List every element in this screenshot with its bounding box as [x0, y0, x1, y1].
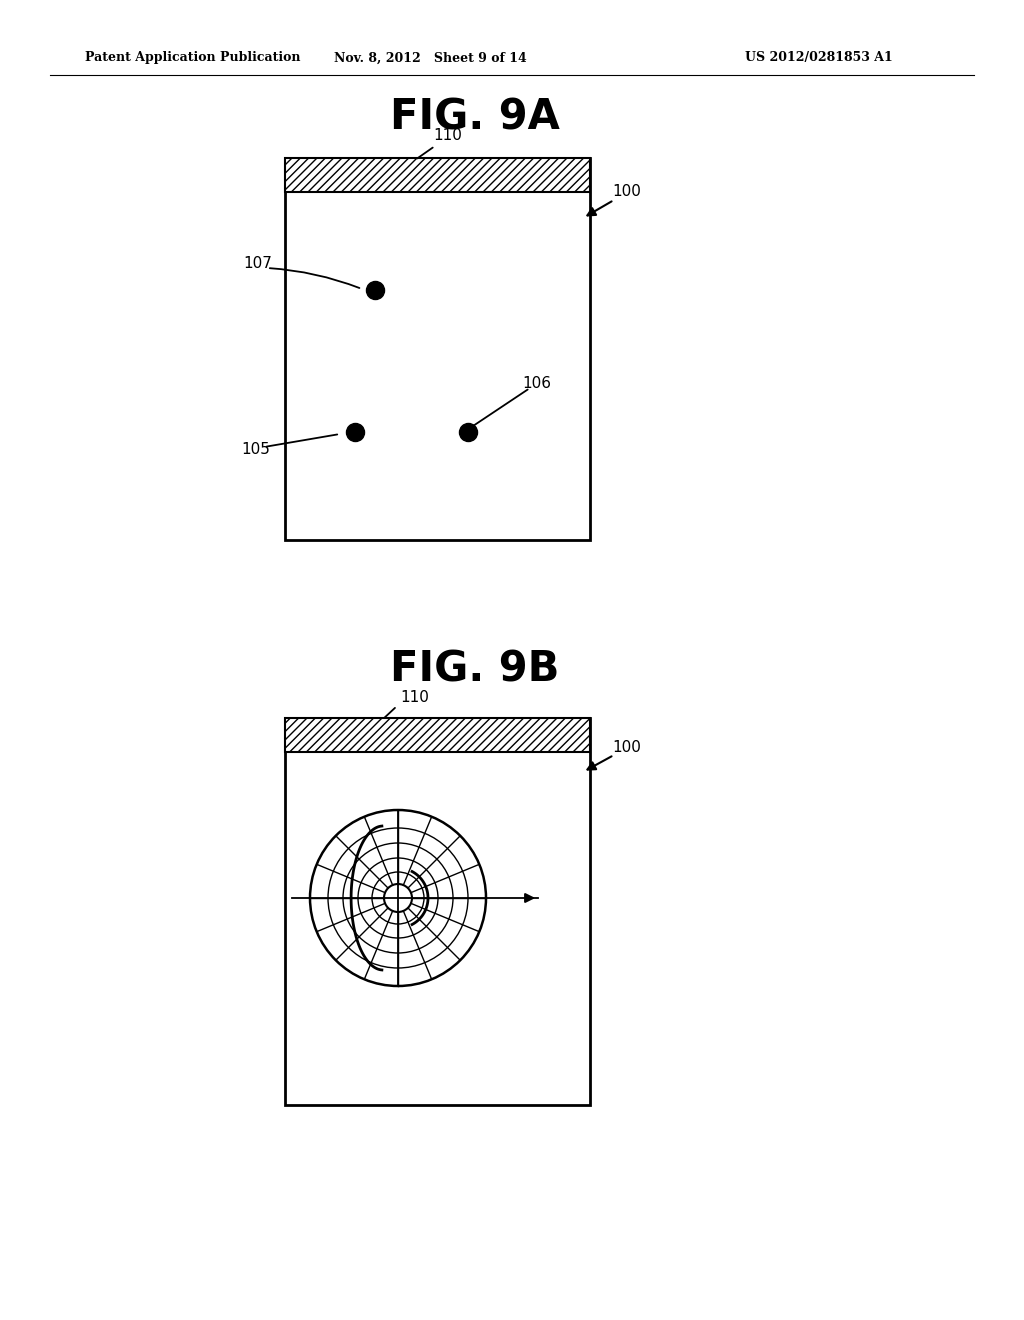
Text: 107: 107: [243, 256, 272, 271]
Bar: [285, 718, 590, 1105]
Text: 100: 100: [612, 741, 641, 755]
Bar: [285, 158, 590, 540]
Text: 110: 110: [433, 128, 463, 144]
Text: 110: 110: [400, 690, 429, 705]
Text: 106: 106: [522, 375, 551, 391]
Text: 105: 105: [241, 442, 270, 458]
Text: US 2012/0281853 A1: US 2012/0281853 A1: [745, 51, 893, 65]
Text: Patent Application Publication: Patent Application Publication: [85, 51, 300, 65]
Text: FIG. 9B: FIG. 9B: [390, 649, 560, 690]
Bar: [285, 158, 590, 191]
Bar: [285, 718, 590, 752]
Text: FIG. 9A: FIG. 9A: [390, 96, 560, 139]
Text: 100: 100: [612, 185, 641, 199]
Text: Nov. 8, 2012   Sheet 9 of 14: Nov. 8, 2012 Sheet 9 of 14: [334, 51, 526, 65]
